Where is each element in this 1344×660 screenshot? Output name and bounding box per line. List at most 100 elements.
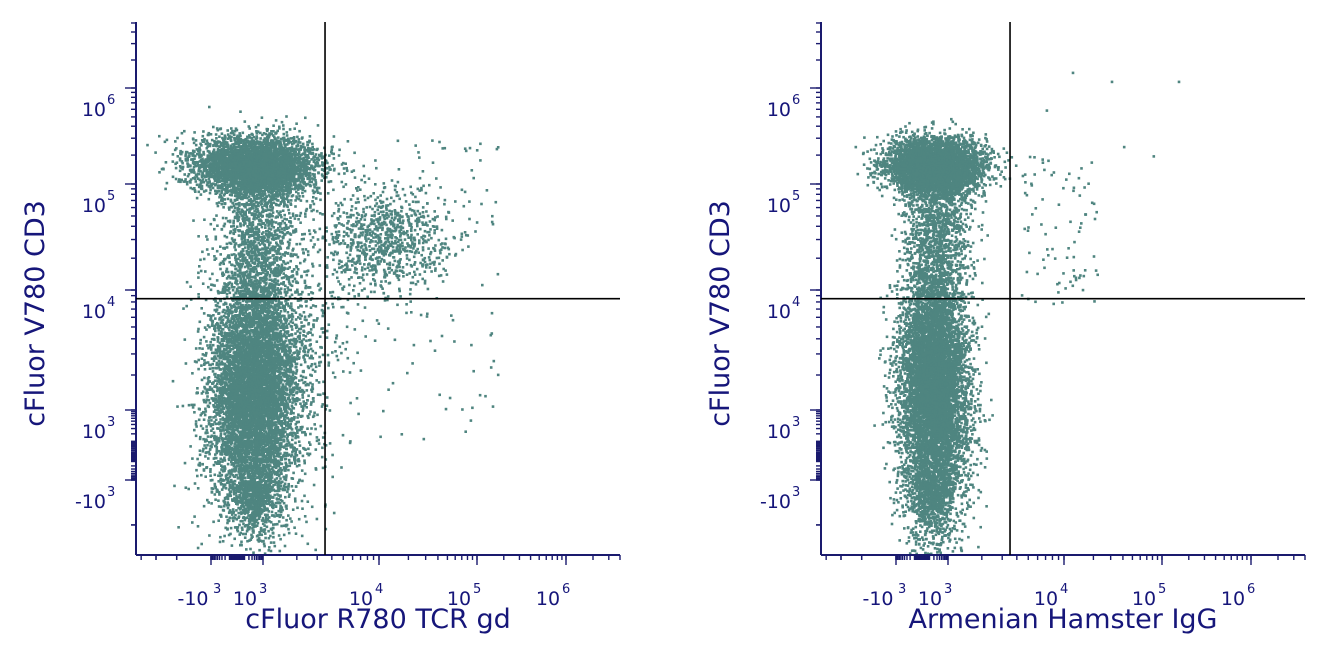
event-dot (285, 115, 288, 118)
event-dot (233, 133, 236, 136)
event-dot (272, 124, 275, 127)
event-dot (294, 217, 297, 220)
event-dot (333, 135, 336, 138)
event-dot (214, 164, 217, 167)
event-dot (305, 156, 308, 159)
event-dot (265, 144, 268, 147)
event-dot (219, 146, 222, 149)
event-dot (295, 243, 298, 246)
event-dot (212, 145, 215, 148)
event-dot (298, 138, 301, 141)
event-dot (215, 137, 218, 140)
event-dot (240, 155, 243, 158)
event-dot (295, 145, 298, 148)
event-dot (331, 164, 334, 167)
event-dot (238, 142, 241, 145)
event-dot (298, 161, 301, 164)
event-dot (203, 170, 206, 173)
event-dot (209, 189, 212, 192)
event-dot (234, 195, 237, 198)
event-dot (208, 106, 211, 109)
event-dot (308, 160, 311, 163)
event-dot (276, 159, 279, 162)
event-dot (304, 117, 307, 120)
event-dot (216, 178, 219, 181)
event-dot (221, 203, 224, 206)
event-dot (220, 142, 223, 145)
event-dot (338, 173, 341, 176)
event-dot (196, 175, 199, 178)
event-dot (217, 205, 220, 208)
event-dot (209, 169, 212, 172)
event-dot (286, 131, 289, 134)
event-dot (331, 146, 334, 149)
event-dot (259, 137, 262, 140)
event-dot (211, 155, 214, 158)
event-dot (191, 171, 194, 174)
event-dot (217, 129, 220, 132)
event-dot (175, 178, 178, 181)
event-dot (287, 262, 290, 265)
event-dot (213, 151, 216, 154)
event-dot (286, 134, 289, 137)
event-dot (275, 119, 278, 122)
event-dot (165, 161, 168, 164)
event-dot (284, 139, 287, 142)
event-dot (179, 150, 182, 153)
event-dot (353, 169, 356, 172)
event-dot (199, 342, 202, 345)
event-dot (235, 146, 238, 149)
event-dot (196, 197, 199, 200)
event-dot (279, 191, 282, 194)
event-dot (240, 139, 243, 142)
event-dot (282, 158, 285, 161)
event-dot (294, 141, 297, 144)
event-dot (218, 149, 221, 152)
event-dot (249, 150, 252, 153)
event-dot (198, 148, 201, 151)
event-dot (158, 135, 161, 138)
event-dot (262, 157, 265, 160)
event-dot (282, 137, 285, 140)
event-dot (182, 142, 185, 145)
event-dot (230, 127, 233, 130)
event-dot (227, 184, 230, 187)
event-dot (179, 157, 182, 160)
event-dot (290, 302, 293, 305)
event-dot (215, 142, 218, 145)
event-dot (254, 159, 257, 162)
event-dot (278, 126, 281, 129)
event-dot (287, 178, 290, 181)
event-dot (282, 124, 285, 127)
event-dot (326, 167, 329, 170)
event-dot (289, 128, 292, 131)
event-dot (333, 168, 336, 171)
event-dot (213, 255, 216, 258)
event-dot (300, 212, 303, 215)
event-dot (208, 178, 211, 181)
event-dot (315, 183, 318, 186)
event-dot (261, 116, 264, 119)
event-dot (221, 132, 224, 135)
event-dot (255, 138, 258, 141)
event-dot (274, 148, 277, 151)
event-dot (298, 179, 301, 182)
event-dot (317, 157, 320, 160)
event-dot (297, 141, 300, 144)
event-dot (242, 142, 245, 145)
event-dot (227, 151, 230, 154)
event-dot (307, 147, 310, 150)
event-dot (209, 192, 212, 195)
event-dot (232, 289, 235, 292)
event-dot (312, 265, 315, 268)
event-dot (238, 234, 241, 237)
event-dot (194, 161, 197, 164)
event-dot (293, 148, 296, 151)
event-dot (210, 133, 213, 136)
event-dot (320, 179, 323, 182)
event-dot (242, 150, 245, 153)
event-dot (300, 154, 303, 157)
event-dot (260, 156, 263, 159)
event-dot (293, 127, 296, 130)
event-dot (256, 132, 259, 135)
